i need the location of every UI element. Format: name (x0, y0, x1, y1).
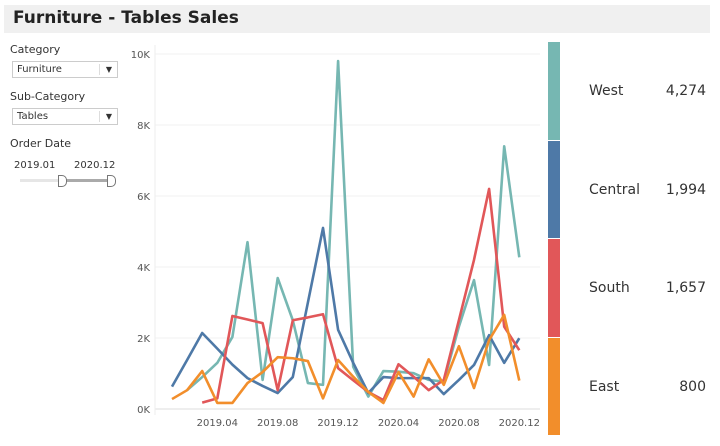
legend-value: 4,274 (665, 83, 706, 99)
x-tick-label: 2019.08 (257, 418, 298, 429)
legend-swatch-central[interactable] (548, 140, 560, 238)
date-slider-end-handle[interactable] (107, 175, 116, 187)
chevron-down-icon: ▼ (105, 65, 112, 74)
legend-label: West (589, 83, 624, 99)
legend-value: 1,994 (665, 181, 706, 198)
y-tick-label: 6K (137, 192, 150, 203)
series-line-central (170, 226, 521, 396)
date-slider-range (62, 179, 112, 182)
sales-line-chart: 0K 2K 4K 6K 8K 10K 2019.04 2019.08 2019.12 2020.0… (131, 45, 540, 429)
legend-swatch-west[interactable] (548, 42, 560, 140)
y-tick-label: 4K (137, 263, 150, 274)
legend-swatch-east[interactable] (548, 337, 560, 435)
dropdown-divider (99, 111, 100, 122)
legend-swatch-south[interactable] (548, 239, 560, 337)
x-tick-label: 2019.04 (197, 418, 238, 429)
sub-category-value: Tables (17, 111, 49, 122)
dashboard-title: Furniture - Tables Sales (13, 8, 239, 28)
sub-category-filter-label: Sub-Category (10, 90, 86, 103)
legend-label: Central (589, 181, 640, 198)
title-bar: Furniture - Tables Sales (4, 5, 710, 33)
date-range-end: 2020.12 (74, 160, 116, 171)
series-line-west (186, 59, 521, 398)
x-tick-label: 2020.04 (378, 418, 419, 429)
legend-label: East (589, 378, 620, 395)
category-value: Furniture (17, 64, 62, 75)
x-tick-label: 2019.12 (317, 418, 358, 429)
y-tick-label: 0K (137, 405, 150, 416)
y-tick-label: 8K (137, 121, 150, 132)
chevron-down-icon: ▼ (105, 112, 112, 121)
order-date-filter-label: Order Date (10, 137, 72, 150)
dropdown-divider (99, 64, 100, 75)
legend-value: 1,657 (665, 280, 706, 296)
sub-category-dropdown[interactable]: Tables ▼ (12, 108, 118, 125)
category-filter-label: Category (10, 43, 61, 56)
y-tick-label: 2K (137, 334, 150, 345)
legend-label: South (589, 280, 630, 296)
series-line-east (171, 313, 521, 405)
x-tick-label: 2020.12 (499, 418, 540, 429)
x-tick-label: 2020.08 (438, 418, 479, 429)
y-tick-label: 10K (131, 50, 151, 61)
date-slider-start-handle[interactable] (58, 175, 67, 187)
legend-value: 800 (679, 378, 706, 395)
date-range-start: 2019.01 (14, 160, 56, 171)
category-dropdown[interactable]: Furniture ▼ (12, 61, 118, 78)
series-line-south (201, 187, 521, 404)
